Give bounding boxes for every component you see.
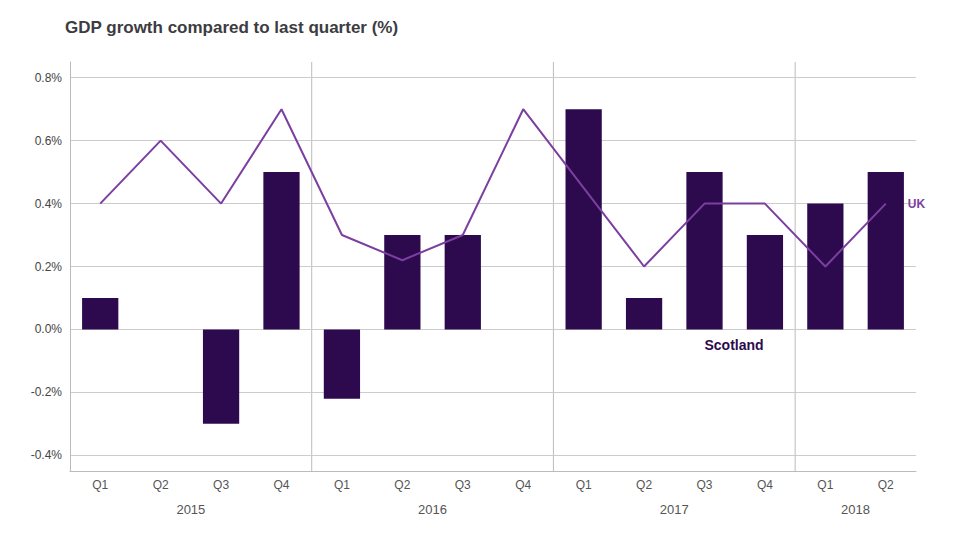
- svg-text:Q3: Q3: [455, 478, 471, 492]
- svg-text:Q2: Q2: [153, 478, 169, 492]
- svg-text:Q3: Q3: [213, 478, 229, 492]
- svg-text:Q4: Q4: [757, 478, 773, 492]
- svg-text:Q3: Q3: [696, 478, 712, 492]
- svg-text:0.6%: 0.6%: [35, 134, 63, 148]
- svg-text:Q2: Q2: [394, 478, 410, 492]
- svg-text:0.0%: 0.0%: [35, 322, 63, 336]
- svg-text:Scotland: Scotland: [705, 337, 764, 353]
- svg-text:Q1: Q1: [817, 478, 833, 492]
- svg-text:GDP growth compared to last qu: GDP growth compared to last quarter (%): [65, 18, 398, 37]
- svg-text:Q1: Q1: [576, 478, 592, 492]
- svg-text:-0.2%: -0.2%: [31, 385, 63, 399]
- svg-text:Q2: Q2: [878, 478, 894, 492]
- svg-text:Q4: Q4: [515, 478, 531, 492]
- svg-text:Q2: Q2: [636, 478, 652, 492]
- svg-text:Q4: Q4: [273, 478, 289, 492]
- svg-text:2018: 2018: [841, 502, 870, 517]
- svg-text:0.8%: 0.8%: [35, 71, 63, 85]
- svg-text:0.4%: 0.4%: [35, 197, 63, 211]
- svg-text:Q1: Q1: [92, 478, 108, 492]
- svg-text:2017: 2017: [660, 502, 689, 517]
- svg-text:-0.4%: -0.4%: [31, 448, 63, 462]
- svg-text:2015: 2015: [176, 502, 205, 517]
- svg-text:2016: 2016: [418, 502, 447, 517]
- svg-text:Q1: Q1: [334, 478, 350, 492]
- svg-text:UK: UK: [908, 197, 926, 211]
- svg-text:0.2%: 0.2%: [35, 260, 63, 274]
